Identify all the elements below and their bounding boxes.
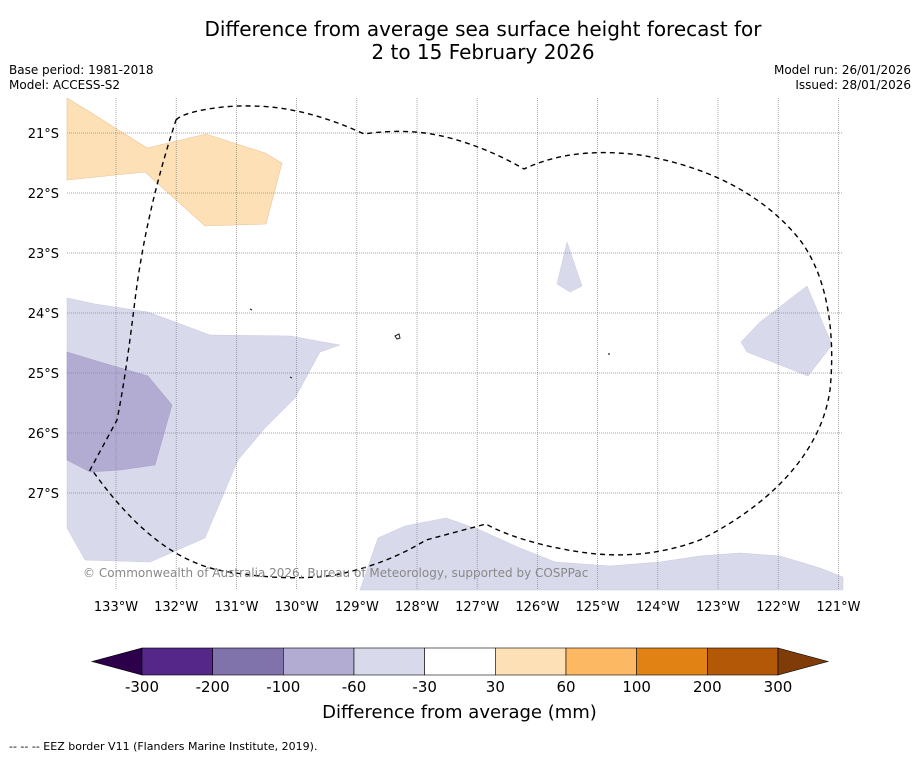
- longitude-label: 128°W: [395, 600, 439, 615]
- island: [394, 333, 401, 340]
- colorbar-tick-label: -100: [266, 678, 300, 696]
- longitude-label: 133°W: [94, 600, 138, 615]
- longitude-label: 123°W: [696, 600, 740, 615]
- positive-anomaly-region: [66, 97, 283, 227]
- base-period: Base period: 1981-2018: [9, 63, 154, 77]
- meta-left: Base period: 1981-2018 Model: ACCESS-S2: [9, 63, 154, 93]
- colorbar-segment: [212, 647, 284, 676]
- latitude-label: 25°S: [28, 367, 59, 382]
- meta-right: Model run: 26/01/2026 Issued: 28/01/2026: [774, 63, 911, 93]
- longitude-label: 127°W: [455, 600, 499, 615]
- colorbar-tick-label: 60: [556, 678, 575, 696]
- colorbar-tick-label: 200: [693, 678, 722, 696]
- colorbar-segment: [565, 647, 637, 676]
- longitude-label: 130°W: [275, 600, 319, 615]
- title-line-2: 2 to 15 February 2026: [371, 40, 595, 64]
- anomaly-fields: [66, 97, 844, 591]
- title-line-1: Difference from average sea surface heig…: [204, 17, 762, 41]
- eez-legend-note: -- -- -- EEZ border V11 (Flanders Marine…: [9, 740, 318, 753]
- graticule: [67, 98, 843, 590]
- colorbar-tick-label: -30: [412, 678, 437, 696]
- latitude-label: 24°S: [28, 307, 59, 322]
- colorbar-segment: [495, 647, 567, 676]
- model-name: Model: ACCESS-S2: [9, 78, 121, 92]
- colorbar-segment: [283, 647, 355, 676]
- longitude-label: 122°W: [756, 600, 800, 615]
- island: [289, 376, 293, 379]
- longitude-label: 129°W: [335, 600, 379, 615]
- negative-anomaly-region-south: [359, 517, 844, 591]
- latitude-labels: 21°S 22°S 23°S 24°S 25°S 26°S 27°S: [28, 127, 59, 502]
- latitude-label: 22°S: [28, 187, 59, 202]
- negative-anomaly-region-center: [556, 241, 583, 293]
- negative-anomaly-region-west: [66, 297, 341, 563]
- colorbar: -300 -200 -100 -60 -30 30 60 100 200 300: [90, 647, 830, 696]
- longitude-label: 126°W: [515, 600, 559, 615]
- colorbar-extend-max: [777, 647, 830, 676]
- island: [249, 308, 253, 311]
- latitude-label: 26°S: [28, 427, 59, 442]
- issued-date: Issued: 28/01/2026: [795, 78, 911, 92]
- copyright-text: © Commonwealth of Australia 2026, Bureau…: [83, 566, 588, 580]
- latitude-label: 21°S: [28, 127, 59, 142]
- chart-title: Difference from average sea surface heig…: [0, 18, 919, 64]
- longitude-label: 125°W: [576, 600, 620, 615]
- colorbar-extend-min: [90, 647, 143, 676]
- colorbar-segment: [636, 647, 708, 676]
- eez-border: [88, 105, 833, 579]
- colorbar-tick-label: 30: [486, 678, 505, 696]
- colorbar-title: Difference from average (mm): [322, 702, 597, 723]
- latitude-label: 23°S: [28, 247, 59, 262]
- latitude-label: 27°S: [28, 487, 59, 502]
- colorbar-tick-label: -300: [125, 678, 159, 696]
- longitude-label: 124°W: [636, 600, 680, 615]
- model-run: Model run: 26/01/2026: [773, 63, 911, 77]
- colorbar-tick-label: -200: [196, 678, 230, 696]
- colorbar-tick-label: 300: [764, 678, 793, 696]
- longitude-label: 132°W: [154, 600, 198, 615]
- longitude-labels: 133°W 132°W 131°W 130°W 129°W 128°W 127°W 126°W…: [94, 600, 861, 615]
- colorbar-segment: [707, 647, 779, 676]
- map-area: © Commonwealth of Australia 2026, Bureau…: [66, 97, 844, 591]
- islands: [249, 308, 610, 379]
- colorbar-segment: [424, 647, 496, 676]
- colorbar-tick-label: -60: [342, 678, 367, 696]
- colorbar-segment: [353, 647, 425, 676]
- longitude-label: 121°W: [816, 600, 860, 615]
- colorbar-tick-label: 100: [622, 678, 651, 696]
- colorbar-segment: [141, 647, 213, 676]
- longitude-label: 131°W: [214, 600, 258, 615]
